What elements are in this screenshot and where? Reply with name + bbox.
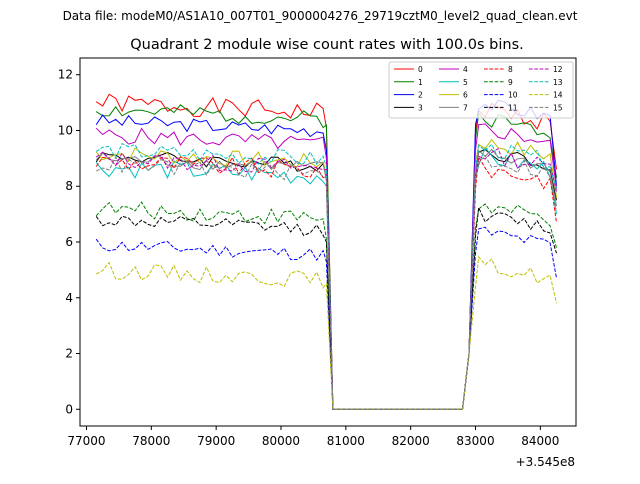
y-tick-label: 6 — [65, 235, 73, 249]
legend-label-15: 15 — [553, 103, 563, 112]
x-tick-label: 84000 — [521, 434, 559, 448]
x-tick-label: 78000 — [132, 434, 170, 448]
x-tick-label: 77000 — [67, 434, 105, 448]
series-group — [95, 93, 557, 410]
series-line-8 — [95, 155, 557, 410]
y-tick-label: 8 — [65, 179, 73, 193]
series-line-11 — [95, 205, 557, 410]
legend-label-10: 10 — [508, 91, 518, 100]
series-line-12 — [95, 147, 557, 410]
legend-label-14: 14 — [553, 91, 563, 100]
legend-label-0: 0 — [418, 65, 423, 74]
x-axis-offset-label: +3.545e8 — [516, 455, 575, 469]
x-tick-label: 83000 — [456, 434, 494, 448]
figure-suptitle: Data file: modeM0/AS1A10_007T01_90000042… — [63, 9, 578, 23]
series-line-14 — [95, 255, 557, 410]
legend-label-12: 12 — [553, 65, 563, 74]
legend-label-7: 7 — [463, 103, 468, 112]
legend-box — [388, 61, 574, 119]
legend-label-11: 11 — [508, 103, 518, 112]
y-tick-label: 12 — [58, 68, 73, 82]
series-line-15 — [95, 154, 557, 410]
legend-label-9: 9 — [508, 78, 513, 87]
series-line-10 — [95, 226, 557, 410]
y-axis: 0 2 4 6 8 10 12 — [58, 68, 80, 416]
legend-label-1: 1 — [418, 78, 423, 87]
x-tick-label: 80000 — [262, 434, 300, 448]
y-tick-label: 10 — [58, 123, 73, 137]
legend-label-6: 6 — [463, 91, 468, 100]
series-line-3 — [95, 148, 557, 410]
series-line-4 — [95, 123, 557, 410]
series-line-9 — [95, 201, 557, 410]
x-axis: 77000 78000 79000 80000 81000 82000 83000 84000 — [67, 426, 559, 448]
y-tick-label: 4 — [65, 291, 73, 305]
y-tick-label: 2 — [65, 347, 73, 361]
legend-label-13: 13 — [553, 78, 563, 87]
y-tick-label: 0 — [65, 402, 73, 416]
legend-label-4: 4 — [463, 65, 468, 74]
chart-title: Quadrant 2 module wise count rates with … — [130, 37, 524, 53]
legend-label-5: 5 — [463, 78, 468, 87]
legend-label-3: 3 — [418, 103, 423, 112]
legend-label-2: 2 — [418, 91, 423, 100]
x-tick-label: 79000 — [197, 434, 235, 448]
x-tick-label: 81000 — [327, 434, 365, 448]
x-tick-label: 82000 — [392, 434, 430, 448]
legend-label-8: 8 — [508, 65, 513, 74]
